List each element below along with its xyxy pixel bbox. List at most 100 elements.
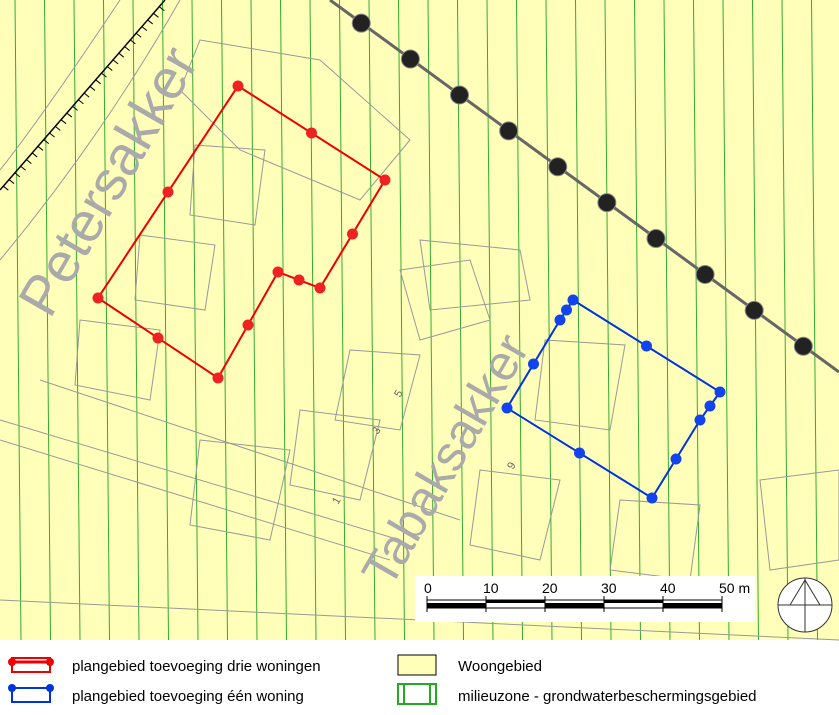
zone-line [14,0,22,641]
embankment-hatch [2,6,165,191]
hatch [118,52,125,58]
house-number: 1 [330,495,343,506]
zone-line [427,0,435,641]
zone-line [634,0,641,641]
rail-marker [548,157,568,177]
vertex-marker [162,186,174,198]
hatch [141,26,148,31]
woongebied-area [0,0,839,640]
vertex-marker [554,314,566,326]
hatch [14,172,21,178]
zone-line [73,0,81,641]
zone-line [368,0,376,641]
vertex-marker [242,319,254,331]
hatch [135,32,142,38]
hatch [95,79,102,85]
legend-label: plangebied toevoeging één woning [72,688,304,705]
scale-label: 50 m [719,580,750,596]
hatch [37,145,44,151]
vertex-marker [670,453,682,465]
blue-markers [501,294,726,504]
hatch [130,39,136,45]
rail-marker [351,13,371,33]
milieuzone-lines [14,0,818,641]
hatch [101,72,107,78]
house-number: 5 [392,388,405,399]
vertex-marker [232,80,244,92]
hatch [112,59,119,65]
rail-marker [597,193,617,213]
hatch [124,46,130,51]
zone-line [103,0,110,641]
vertex-marker [501,402,513,414]
vertex-marker [306,127,317,139]
scale-segment [427,603,486,608]
hatch [2,185,9,191]
zone-line [575,0,582,641]
vertex-marker [646,492,658,504]
zone-line [221,0,228,641]
rail-marker [400,49,420,69]
hatch [49,132,55,138]
hatch [106,66,113,71]
zone-line [191,0,199,641]
scale-label: 20 [542,580,558,596]
rail-marker [695,264,715,284]
zone-line [604,0,612,641]
vertex-marker [574,447,585,459]
rail-marker [450,85,470,105]
hatch [153,12,159,18]
zone-line [752,0,759,641]
hatch [89,86,96,91]
house-number: 3 [370,425,383,436]
vertex-marker [379,174,391,186]
zone-line [309,0,317,641]
hatch [72,106,78,111]
vertex-marker [714,386,726,398]
hatch [26,159,32,164]
hatch [8,179,15,184]
vertex-marker [567,294,579,306]
vertex-marker [92,292,104,304]
zone-line [44,0,51,641]
scale-segment [545,603,604,608]
scale-segment [486,600,545,603]
legend-label: plangebied toevoeging drie woningen [72,658,321,675]
zone-line [457,0,464,641]
scale-bar: 0 10 20 30 40 50 m [424,580,750,612]
buildings [0,0,839,641]
zone-line [722,0,730,641]
zone-line [250,0,258,641]
rail-marker [793,336,813,356]
embankment [0,0,166,191]
vertex-marker [704,400,716,412]
legend-label: Woongebied [458,658,542,675]
vertex-marker [347,228,358,240]
zone-line [280,0,287,641]
hatch [60,119,67,125]
house-number: 9 [505,460,518,471]
vertex-marker [561,304,572,316]
scale-label: 30 [601,580,617,596]
hatch [83,92,90,98]
zone-line [663,0,671,641]
scale-bar-box [415,576,755,622]
scale-label: 10 [483,580,499,596]
zone-line [162,0,169,641]
rail-marker [744,300,764,320]
rail-markers [351,13,813,356]
zone-line [693,0,700,641]
vertex-marker [694,414,706,426]
vertex-marker [212,372,224,384]
vertex-marker [152,332,164,344]
zone-line [781,0,789,641]
hatch [66,112,73,118]
vertex-marker [528,358,539,370]
rail-marker [646,229,666,249]
scale-label: 40 [660,580,676,596]
zone-line [398,0,405,641]
vertex-marker [272,266,284,278]
hatch [158,6,165,12]
zone-line [545,0,553,641]
